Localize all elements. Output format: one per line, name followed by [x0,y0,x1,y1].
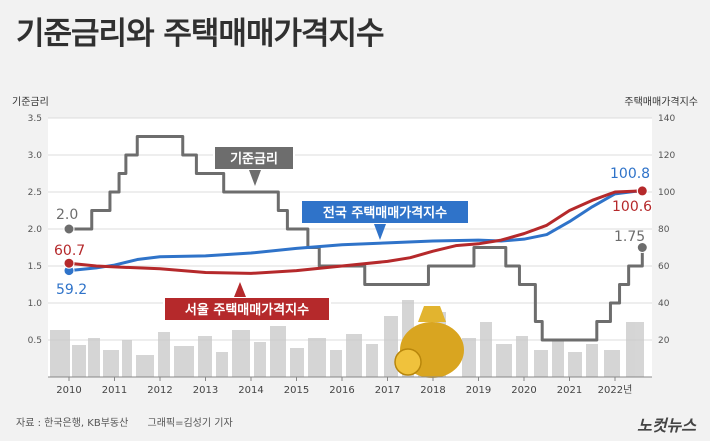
x-tick-label: 2019 [466,385,491,396]
plot-area [48,118,652,377]
seoul-end-point [636,185,648,197]
skyline-building [270,326,286,377]
skyline-building [462,338,476,377]
skyline-building [158,332,170,377]
left-tick-label: 2.0 [28,225,43,235]
base-rate-callout-pointer [249,170,261,186]
money-bag-icon [394,306,464,378]
skyline-building [534,350,548,377]
seoul-index-line [68,189,643,275]
x-tick-label: 2021 [557,385,582,396]
seoul-callout-pointer [234,282,246,297]
seoul-callout-box [163,296,331,322]
seoul-callout-text: 서울 주택매매가격지수 [185,302,309,318]
x-tick-label: 2014 [238,385,263,396]
left-axis-title: 기준금리 [12,97,49,108]
skyline-building [216,352,228,377]
credit-text: 그래픽=김성기 기자 [147,418,233,429]
national-index-line [68,189,643,273]
base-rate-callout-box [213,145,295,171]
skyline-building [586,344,598,377]
skyline-building [290,348,304,377]
national-start-label: 59.2 [56,282,87,298]
base-rate-start-label: 2.0 [56,207,78,223]
skyline-building [88,338,100,377]
skyline-building [122,340,132,377]
left-tick-label: 2.5 [28,188,42,198]
x-tick-label: 2020 [511,385,536,396]
x-tick-label: 2011 [102,385,127,396]
skyline-building [568,352,582,377]
skyline-building [366,344,378,377]
national-callout-pointer [374,224,386,240]
money-bag-neck [418,306,446,322]
skyline-building [626,322,644,377]
gridlines [48,117,652,341]
skyline-building [136,355,154,377]
chart-title: 기준금리와 주택매매가격지수 [16,16,385,52]
left-tick-label: 0.5 [28,336,42,346]
skyline-building [232,330,250,377]
seoul-start-label: 60.7 [54,243,85,259]
skyline-building [346,334,362,377]
x-tick-label: 2018 [420,385,445,396]
skyline-building [174,346,194,377]
skyline-building [50,330,70,377]
skyline-building [103,350,119,377]
left-tick-label: 3.5 [28,114,42,124]
right-tick-label: 80 [658,225,670,235]
base-rate-callout-text: 기준금리 [230,151,278,167]
right-tick-label: 20 [658,336,670,346]
skyline-building [496,344,512,377]
skyline-building [72,345,86,377]
right-tick-label: 120 [658,151,675,161]
skyline-building [604,350,620,377]
base-rate-end-label: 1.75 [614,229,645,245]
skyline-building [198,336,212,377]
x-tick-label: 2022년 [598,384,633,396]
base-rate-start-point [63,223,75,235]
x-tick-label: 2017 [375,385,400,396]
right-tick-label: 40 [658,299,670,309]
left-tick-label: 1.0 [28,299,43,309]
national-callout-text: 전국 주택매매가격지수 [323,205,447,221]
publisher-logo: 노컷뉴스 [637,416,696,435]
x-tick-label: 2010 [56,385,81,396]
x-tick-label: 2013 [193,385,218,396]
x-tick-label: 2016 [329,385,354,396]
right-tick-label: 60 [658,262,670,272]
footer: 자료 : 한국은행, KB부동산 그래픽=김성기 기자 [16,414,249,429]
x-tick-label: 2015 [284,385,309,396]
right-tick-label: 100 [658,188,675,198]
base-rate-end-point [636,242,648,253]
x-tick-label: 2012 [147,385,172,396]
seoul-start-point [63,257,75,269]
national-end-label: 100.8 [610,166,650,182]
skyline-building [552,340,564,377]
left-tick-label: 1.5 [28,262,42,272]
seoul-end-label: 100.6 [612,199,652,215]
base-rate-line [69,135,644,342]
skyline-building [308,338,326,377]
national-callout-box [300,199,470,225]
left-tick-label: 3.0 [28,151,43,161]
right-tick-label: 140 [658,114,675,124]
right-axis-title: 주택매매가격지수 [624,97,698,108]
skyline-building [480,322,492,377]
source-text: 자료 : 한국은행, KB부동산 [16,418,129,429]
skyline-building [330,350,342,377]
coin-icon [394,348,422,376]
skyline-building [516,336,528,377]
skyline-building [254,342,266,377]
